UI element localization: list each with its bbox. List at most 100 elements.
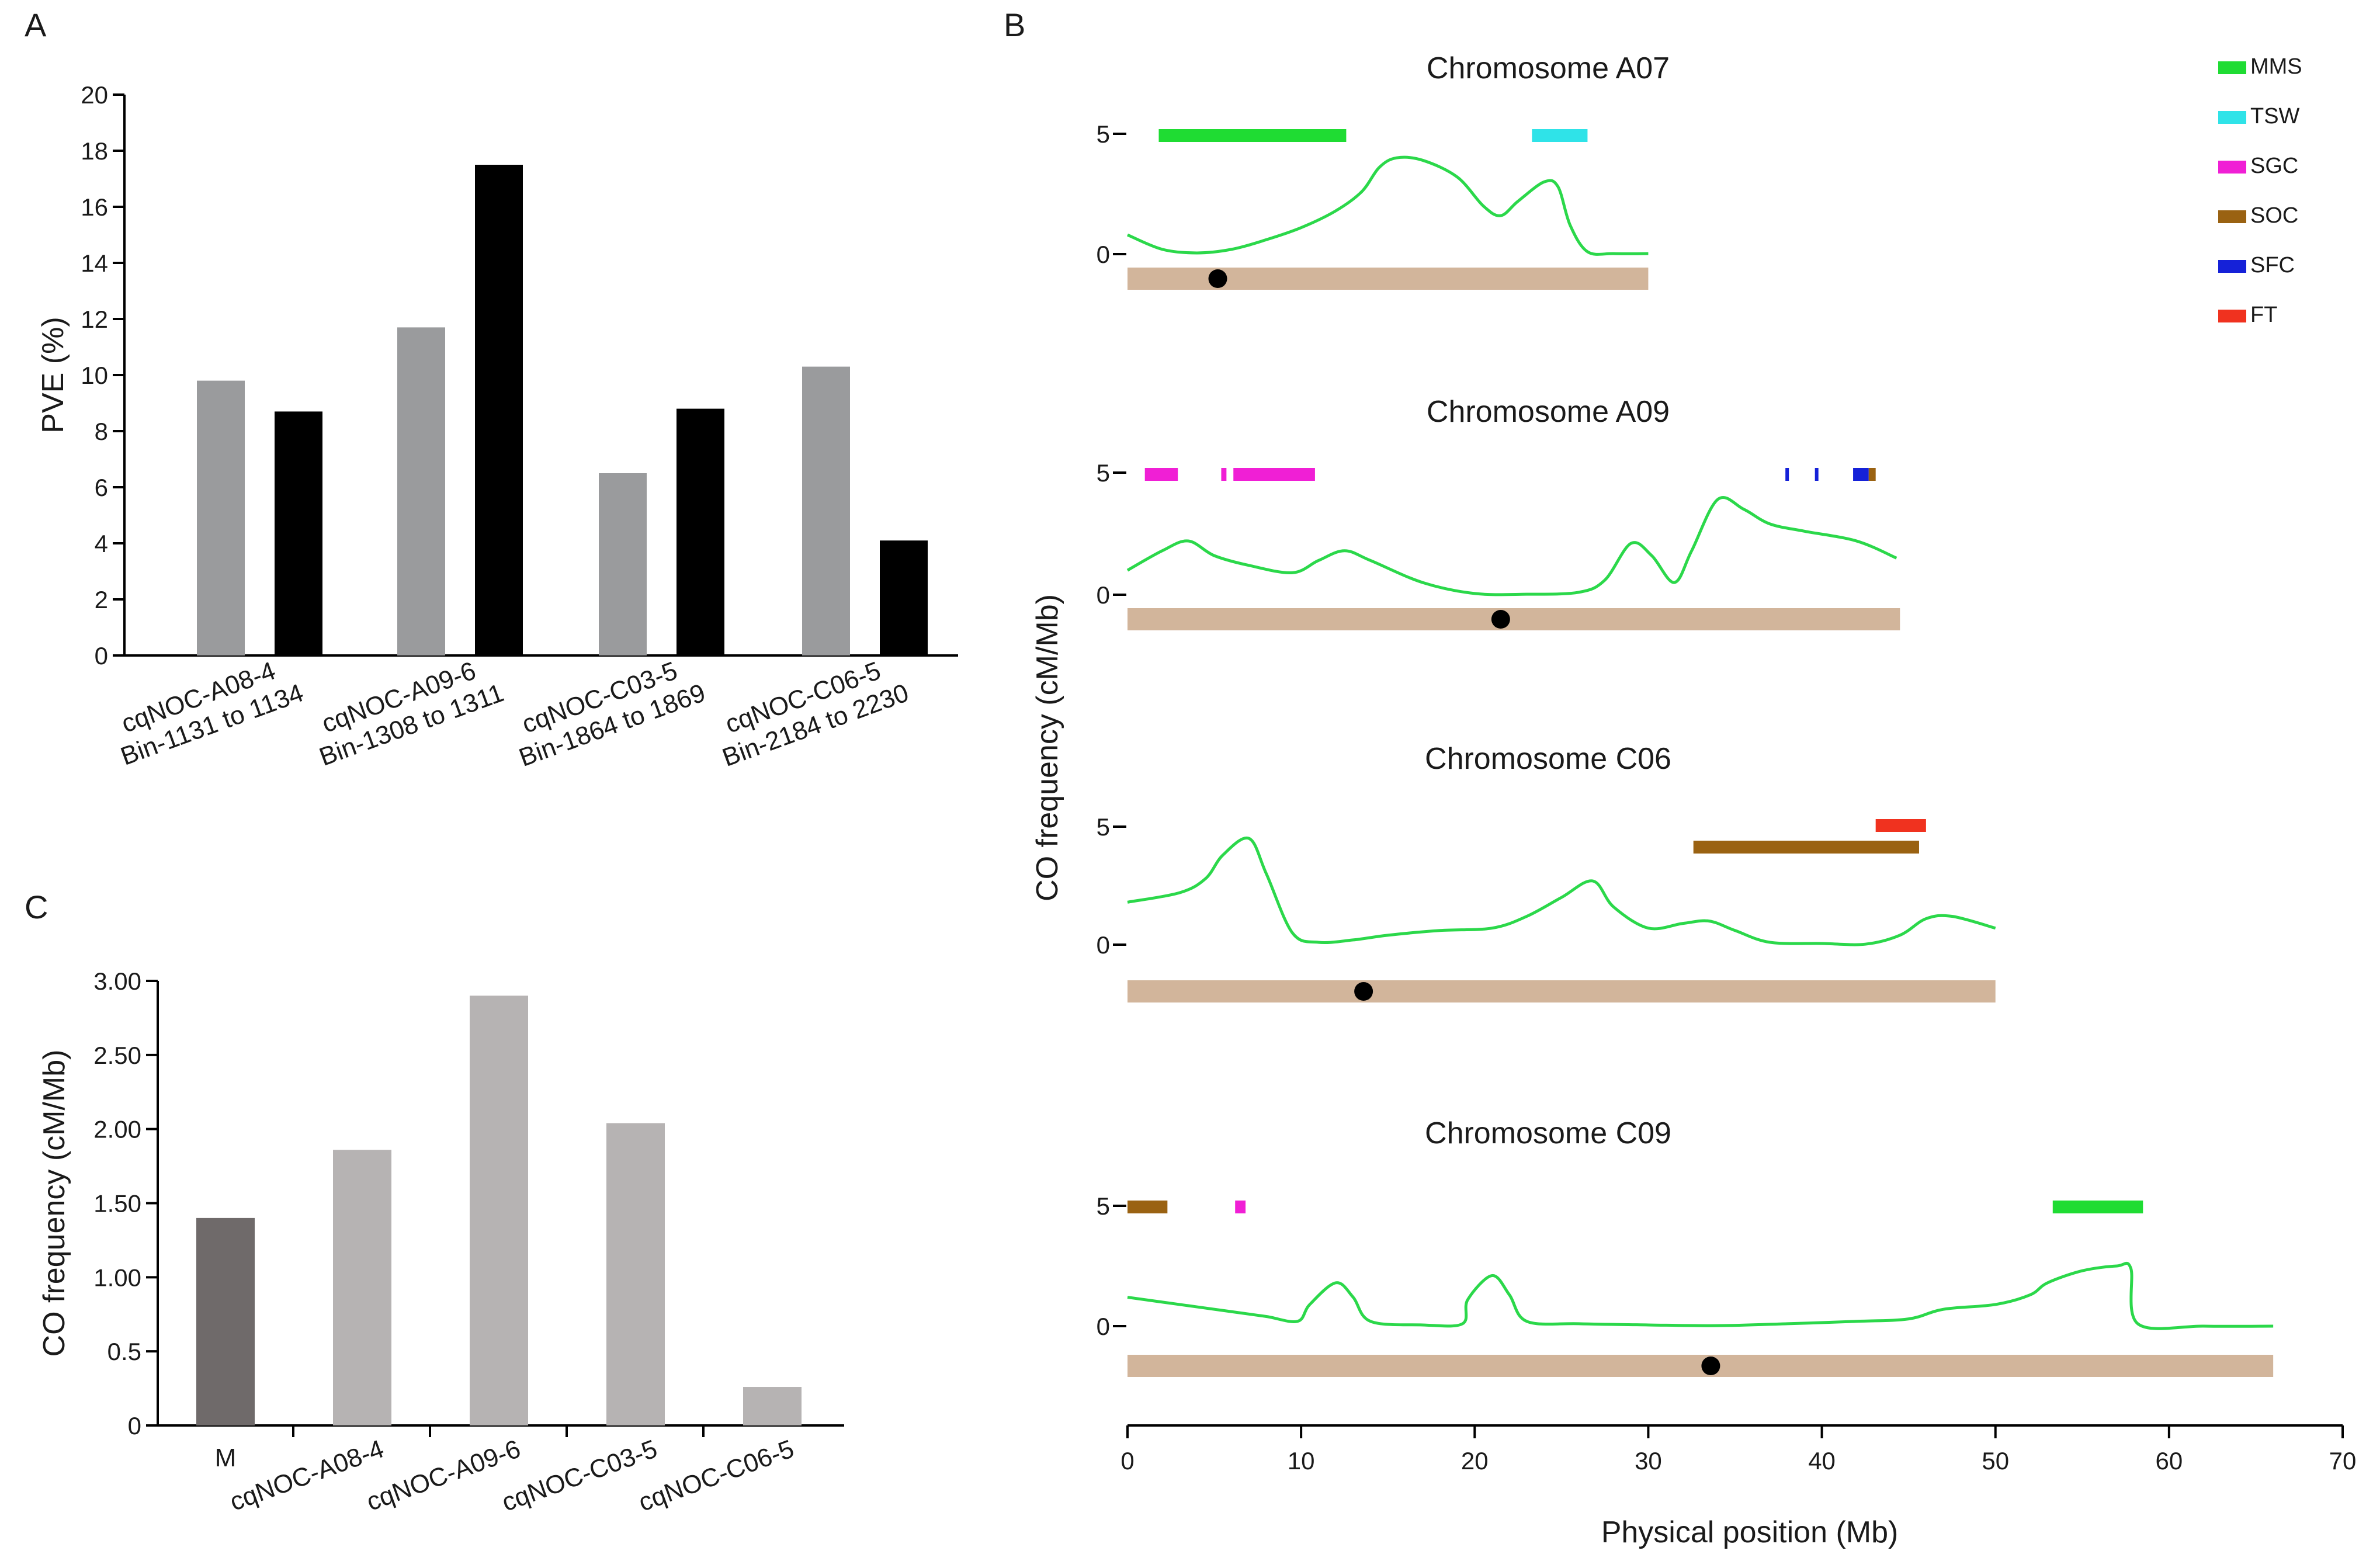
panel-a-bar-chart: 0 2 4 6 8 10 12 14 16 18 20 PVE (%) cqNOC-A08-4Bin-1… (36, 81, 958, 772)
legend-swatch-soc (2218, 210, 2246, 223)
y-tick-label: 0 (1097, 241, 1110, 268)
chromosome-bar (1128, 1355, 2274, 1377)
y-tick-label: 0.5 (107, 1338, 141, 1365)
legend-label-sgc: SGC (2250, 154, 2298, 178)
chromosome-title: Chromosome A07 (1427, 51, 1670, 85)
y-tick-label: 1.50 (93, 1190, 141, 1217)
legend-label-ft: FT (2250, 303, 2277, 327)
bar-black (880, 540, 928, 655)
y-tick-label: 3.00 (93, 967, 141, 995)
co-frequency-curve (1127, 155, 1649, 256)
y-tick-label: 0 (1097, 931, 1110, 959)
x-tick-label: 20 (1461, 1447, 1489, 1475)
qtl-soc (1693, 841, 1919, 854)
bar-cqnoc-c06-5 (743, 1387, 802, 1425)
co-frequency-curve (1126, 496, 1897, 596)
y-axis-title: PVE (%) (36, 317, 70, 433)
y-tick-label: 5 (1097, 459, 1110, 487)
qtl-sfc (1853, 468, 1869, 481)
y-tick-label: 8 (95, 418, 108, 445)
x-tick-label: 10 (1288, 1447, 1315, 1475)
category-label: cqNOC-A09-6Bin-1308 to 1311 (305, 650, 507, 771)
legend-swatch-ft (2218, 310, 2246, 322)
bar-cqnoc-c03-5 (606, 1123, 665, 1425)
y-tick-label: 2.00 (93, 1116, 141, 1143)
category-label: cqNOC-C06-5Bin-2184 to 2230 (708, 650, 912, 772)
bar-grey (197, 380, 245, 655)
y-tick-label: 0 (128, 1412, 141, 1439)
centromere-dot (1354, 982, 1373, 1001)
bar-grey (802, 366, 850, 655)
legend-swatch-sfc (2218, 260, 2246, 273)
bar-black (677, 408, 724, 655)
qtl-sgc (1233, 468, 1315, 481)
qtl-tsw (1532, 129, 1588, 142)
chromosome-a09: Chromosome A09 5 0 (1097, 395, 1900, 630)
chromosome-a07: Chromosome A07 5 0 (1097, 51, 1670, 290)
category-label: cqNOC-C06-5 (635, 1434, 798, 1517)
qtl-mms (1158, 129, 1347, 142)
bar-grey (397, 327, 445, 655)
qtl-mms (2052, 1201, 2143, 1213)
qtl-sfc (1785, 468, 1789, 481)
qtl-sgc (1144, 468, 1178, 481)
qtl-sgc (1235, 1201, 1246, 1213)
panel-c-letter: C (25, 889, 48, 925)
y-tick-label: 14 (81, 249, 108, 277)
chromosome-bar (1128, 980, 1996, 1002)
y-tick-label: 5 (1097, 120, 1110, 148)
x-tick-label: 0 (1120, 1447, 1134, 1475)
qtl-soc (1868, 468, 1876, 481)
y-tick-label: 2.50 (93, 1042, 141, 1069)
category-label: cqNOC-C03-5 (498, 1434, 661, 1517)
y-tick-label: 10 (81, 362, 108, 389)
panel-a-letter: A (25, 6, 47, 43)
y-tick-label: 0 (95, 642, 108, 669)
legend-label-tsw: TSW (2250, 104, 2300, 129)
category-label: cqNOC-C03-5Bin-1864 to 1869 (505, 650, 709, 772)
y-tick-label: 16 (81, 193, 108, 221)
legend-label-mms: MMS (2250, 54, 2302, 79)
y-axis-title: CO frequency (cM/Mb) (1031, 594, 1064, 901)
y-tick-label: 1.00 (93, 1264, 141, 1291)
x-tick-label: 50 (1982, 1447, 2009, 1475)
category-label: cqNOC-A08-4 (226, 1434, 387, 1517)
y-tick-label: 18 (81, 137, 108, 165)
x-tick-label: 60 (2155, 1447, 2183, 1475)
x-axis-title: Physical position (Mb) (1601, 1515, 1899, 1549)
qtl-sgc (1221, 468, 1227, 481)
chromosome-title: Chromosome A09 (1427, 395, 1670, 429)
y-tick-label: 6 (95, 474, 108, 501)
chromosome-c09: Chromosome C09 5 0 (1097, 1116, 2274, 1377)
y-tick-label: 4 (95, 530, 108, 557)
y-axis-title: CO frequency (cM/Mb) (37, 1050, 71, 1357)
bar-black (475, 165, 523, 655)
panel-b-letter: B (1004, 6, 1025, 43)
y-tick-label: 20 (81, 81, 108, 109)
x-tick-label: 30 (1635, 1447, 1662, 1475)
centromere-dot (1208, 269, 1227, 288)
qtl-soc (1128, 1201, 1168, 1213)
chromosome-c06: Chromosome C06 5 0 (1097, 742, 1996, 1002)
chromosome-bar (1128, 608, 1900, 630)
chromosome-bar (1128, 268, 1649, 290)
bar-cqnoc-a09-6 (470, 995, 528, 1425)
legend-swatch-sgc (2218, 161, 2246, 174)
legend-swatch-tsw (2218, 111, 2246, 124)
x-tick-label: 70 (2329, 1447, 2357, 1475)
bar-cqnoc-a08-4 (333, 1150, 391, 1425)
bar-m (196, 1217, 255, 1425)
qtl-ft (1875, 819, 1926, 832)
bar-black (275, 411, 322, 655)
chromosome-title: Chromosome C06 (1425, 742, 1671, 776)
co-frequency-curve (1127, 1261, 2274, 1330)
centromere-dot (1701, 1357, 1720, 1375)
panel-c-bar-chart: 0 0.5 1.00 1.50 2.00 2.50 3.00 CO frequency (cM… (37, 967, 844, 1517)
y-tick-label: 0 (1097, 1313, 1110, 1340)
y-tick-label: 12 (81, 306, 108, 333)
category-label: M (215, 1444, 237, 1472)
legend-label-sfc: SFC (2250, 253, 2295, 277)
y-tick-label: 5 (1097, 1192, 1110, 1220)
y-tick-label: 5 (1097, 813, 1110, 841)
